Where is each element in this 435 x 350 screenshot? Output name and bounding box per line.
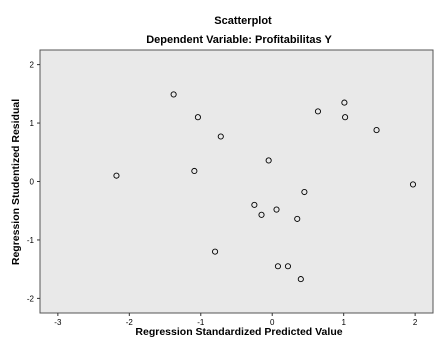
scatter-point (258, 211, 265, 218)
scatter-point (373, 127, 380, 134)
scatter-point (342, 114, 349, 121)
scatter-point (217, 133, 224, 140)
x-tick-label: -3 (54, 318, 62, 327)
scatter-point (301, 188, 308, 196)
scatter-point (194, 114, 201, 121)
chart-subtitle: Dependent Variable: Profitabilitas Y (146, 34, 332, 46)
scatter-point (314, 108, 322, 115)
y-tick-label: -1 (27, 236, 35, 245)
scatter-point (191, 167, 198, 175)
chart-title: Scatterplot (214, 15, 272, 27)
plot-area (39, 49, 434, 314)
scatter-point (409, 181, 417, 188)
y-tick-label: -2 (27, 294, 35, 303)
scatter-point (294, 215, 301, 222)
scatter-point (297, 276, 304, 283)
x-tick-label: 0 (270, 318, 275, 327)
scatter-point (113, 172, 120, 179)
y-tick-label: 2 (30, 61, 35, 70)
x-tick-label: 1 (341, 318, 346, 327)
scatter-point (251, 201, 258, 208)
x-tick-label: -2 (126, 318, 134, 327)
y-tick-label: 1 (30, 119, 35, 128)
scatter-point (284, 263, 291, 270)
x-axis-label: Regression Standardized Predicted Value (135, 326, 342, 338)
scatter-point (170, 91, 177, 98)
y-axis: -2 -1 0 1 2 (27, 61, 40, 303)
scatter-point (274, 263, 281, 270)
y-axis-label: Regression Studentized Residual (10, 99, 22, 265)
y-tick-label: 0 (30, 178, 35, 187)
scatter-point (341, 99, 348, 106)
x-tick-label: 2 (413, 318, 418, 327)
x-axis: -3 -2 -1 0 1 2 (54, 313, 418, 327)
scatter-point (212, 248, 219, 255)
scatter-point (273, 206, 280, 213)
data-points (113, 91, 417, 283)
x-tick-label: -1 (197, 318, 205, 327)
scatter-point (265, 157, 272, 164)
